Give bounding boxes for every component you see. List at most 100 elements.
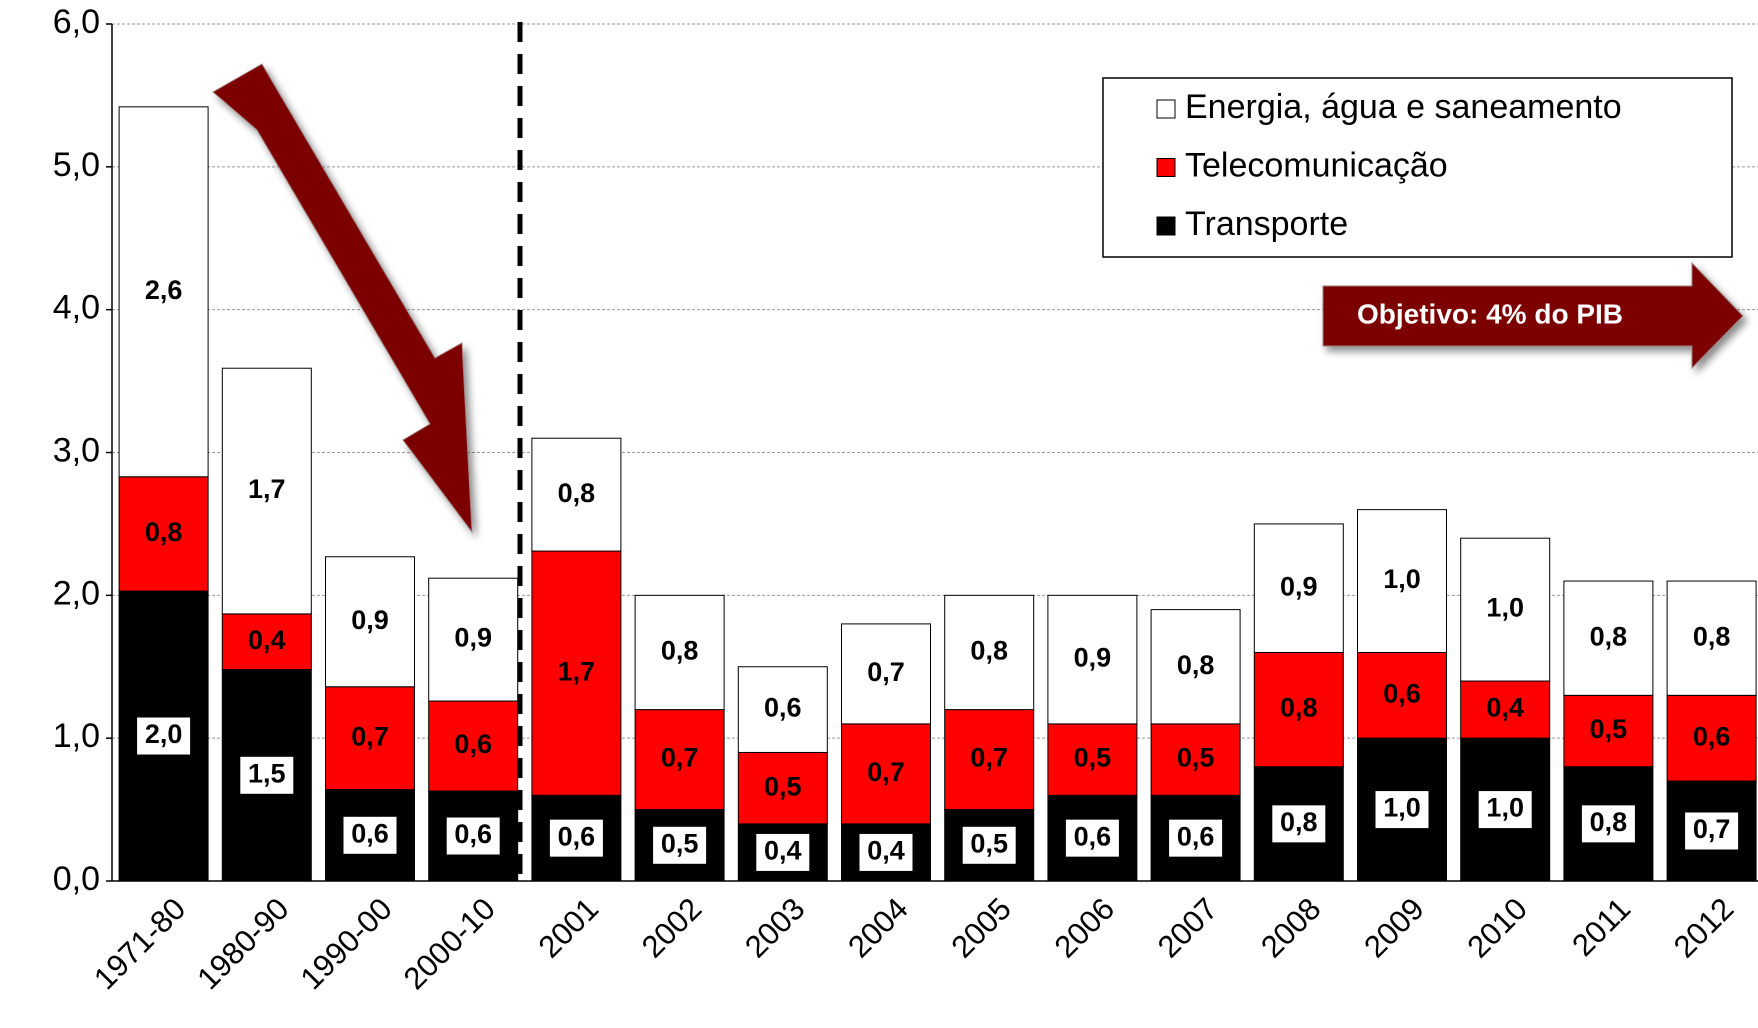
label-box (652, 825, 708, 865)
value-label: 0,9 (1280, 571, 1318, 601)
value-label: 0,6 (1074, 821, 1112, 851)
x-tick-label: 1990-00 (294, 891, 399, 996)
bar-segment (1253, 651, 1344, 768)
value-label: 0,4 (867, 836, 905, 866)
value-label: 0,6 (1383, 678, 1421, 708)
value-label: 0,7 (867, 757, 905, 787)
bar-segment (841, 623, 931, 725)
bar-segment (1460, 537, 1551, 682)
x-tick-label: 2010 (1460, 891, 1534, 965)
x-tick-label: 2005 (944, 891, 1018, 965)
value-label: 0,5 (970, 828, 1008, 858)
label-box (445, 816, 501, 856)
bar-segment (944, 709, 1035, 811)
value-label: 1,7 (248, 474, 286, 504)
value-label: 0,4 (764, 836, 802, 866)
value-label: 0,9 (1074, 643, 1112, 673)
value-label: 0,8 (1280, 807, 1318, 837)
x-tick-label: 2007 (1151, 891, 1225, 965)
bar-segment (634, 709, 725, 811)
label-box (858, 832, 914, 872)
legend-swatch (1156, 216, 1176, 236)
value-label: 1,0 (1383, 793, 1421, 823)
bar-segment (1357, 509, 1447, 653)
x-tick-label: 2012 (1667, 891, 1741, 965)
value-label: 1,5 (248, 758, 286, 788)
value-label: 0,8 (1177, 650, 1215, 680)
legend-label: Telecomunicação (1185, 146, 1448, 184)
value-label: 0,6 (764, 693, 802, 723)
y-tick-label: 6,0 (53, 3, 100, 41)
bar-segment (221, 613, 312, 671)
value-label: 0,8 (1590, 621, 1628, 651)
bar-segment (118, 476, 209, 592)
legend-swatch (1156, 99, 1176, 119)
label-box (548, 818, 604, 858)
x-tick-label: 2009 (1357, 891, 1431, 965)
label-box (1580, 804, 1636, 844)
x-tick-label: 1971-80 (87, 891, 192, 996)
bar-segment (531, 550, 622, 796)
legend-label: Energia, água e saneamento (1185, 88, 1622, 126)
value-label: 0,8 (1590, 807, 1628, 837)
legend-label: Transporte (1185, 205, 1348, 243)
x-tick-label: 2011 (1565, 891, 1637, 963)
annotation: Objetivo: 4% do PIB (1357, 298, 1623, 329)
value-label: 0,9 (351, 605, 389, 635)
label-box (1064, 818, 1120, 858)
value-label: 0,9 (454, 623, 492, 653)
y-tick-label: 0,0 (53, 860, 100, 898)
bar-segment (325, 686, 415, 791)
bar-segment (1357, 651, 1447, 739)
value-label: 1,0 (1486, 593, 1524, 623)
value-label: 1,7 (558, 656, 596, 686)
bar-segment (1666, 580, 1757, 696)
bar-segment (118, 106, 209, 478)
bar-segment (737, 666, 828, 753)
x-tick-label: 2008 (1254, 891, 1328, 965)
value-label: 0,5 (1177, 743, 1215, 773)
x-tick-label: 2001 (532, 891, 606, 965)
value-label: 0,8 (970, 636, 1008, 666)
bar-segment (221, 367, 312, 615)
label-box (1168, 818, 1224, 858)
value-label: 0,7 (351, 721, 389, 751)
x-tick-label: 2002 (635, 891, 709, 965)
legend-swatch (1156, 158, 1176, 177)
y-tick-label: 4,0 (53, 289, 100, 327)
bar-segment (1563, 694, 1654, 768)
bar-segment (1460, 680, 1551, 739)
value-label: 0,8 (661, 636, 699, 666)
value-label: 0,8 (1280, 693, 1318, 723)
x-tick-label: 2004 (841, 891, 915, 965)
value-label: 0,6 (351, 818, 389, 848)
value-label: 0,8 (1693, 621, 1731, 651)
bar-segment (1666, 694, 1757, 782)
bar-segment (428, 790, 519, 882)
bar-segment (944, 594, 1035, 711)
value-label: 2,6 (145, 275, 183, 305)
value-label: 0,7 (661, 743, 699, 773)
x-tick-label: 2000-10 (397, 891, 502, 996)
bar-segment (325, 556, 415, 688)
y-tick-label: 1,0 (53, 717, 100, 755)
value-label: 1,0 (1383, 564, 1421, 594)
label-box (1477, 790, 1533, 830)
bar-segment (1047, 594, 1138, 725)
value-label: 0,5 (1074, 743, 1112, 773)
value-label: 0,6 (558, 821, 596, 851)
bar-segment (1563, 580, 1654, 696)
value-label: 0,5 (661, 828, 699, 858)
value-label: 2,0 (145, 719, 183, 749)
bar-segment (428, 577, 519, 702)
bar-segment (1253, 523, 1344, 653)
value-label: 0,7 (1693, 814, 1731, 844)
bar-segment (634, 594, 725, 711)
label-box (342, 815, 398, 855)
value-label: 0,7 (970, 743, 1008, 773)
x-tick-label: 2006 (1048, 891, 1122, 965)
label-box (136, 716, 192, 756)
y-tick-label: 3,0 (53, 431, 100, 469)
value-label: 0,6 (1693, 721, 1731, 751)
